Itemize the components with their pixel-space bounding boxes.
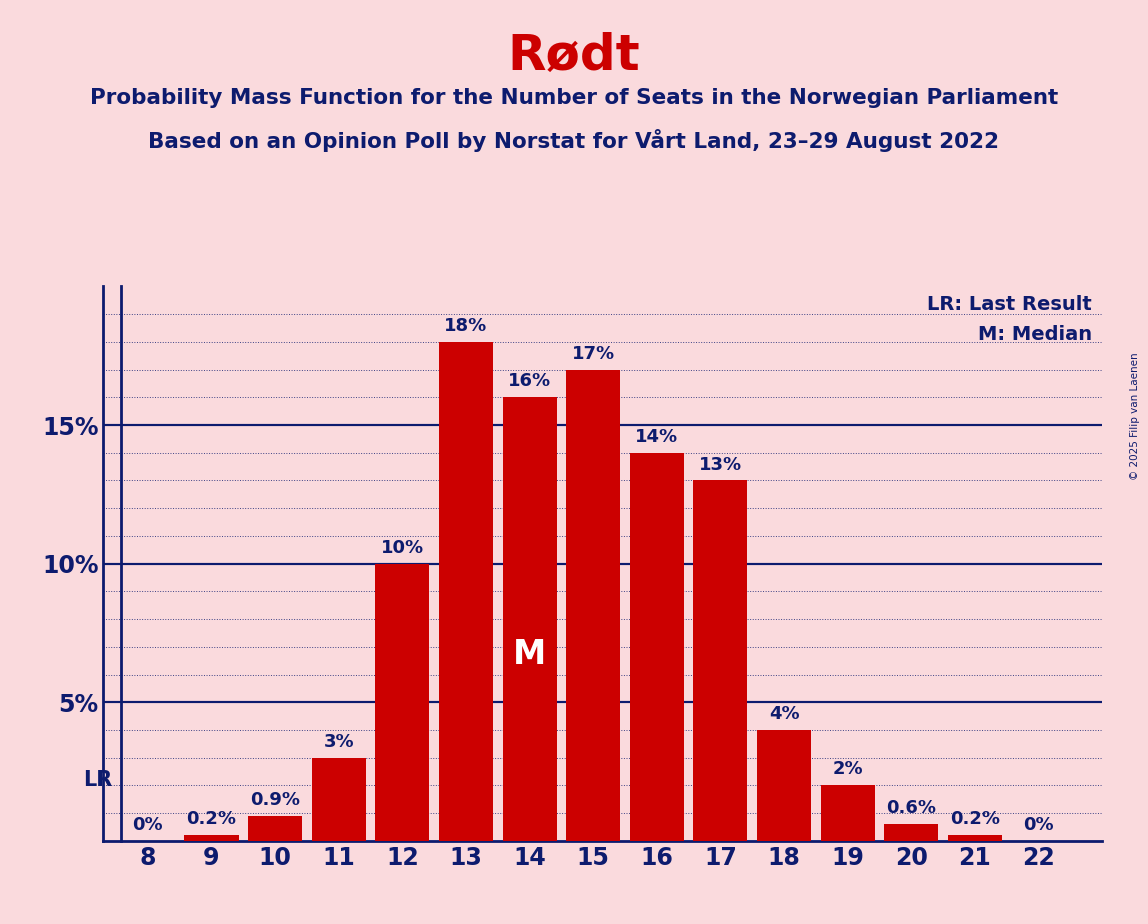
Text: 0.9%: 0.9%	[250, 791, 300, 809]
Bar	[630, 453, 684, 841]
Text: 0.2%: 0.2%	[186, 810, 236, 828]
Text: © 2025 Filip van Laenen: © 2025 Filip van Laenen	[1130, 352, 1140, 480]
Text: 0.2%: 0.2%	[949, 810, 1000, 828]
Bar	[439, 342, 492, 841]
Bar	[884, 824, 938, 841]
Text: 17%: 17%	[572, 345, 614, 363]
Text: 3%: 3%	[324, 733, 354, 750]
Text: Based on an Opinion Poll by Norstat for Vårt Land, 23–29 August 2022: Based on an Opinion Poll by Norstat for …	[148, 129, 1000, 152]
Bar	[693, 480, 747, 841]
Text: 4%: 4%	[769, 705, 799, 723]
Text: 14%: 14%	[635, 428, 678, 446]
Bar	[948, 835, 1002, 841]
Text: LR: Last Result: LR: Last Result	[928, 295, 1092, 314]
Text: 13%: 13%	[699, 456, 742, 474]
Text: 16%: 16%	[507, 372, 551, 390]
Bar	[311, 758, 366, 841]
Text: 0%: 0%	[132, 816, 163, 833]
Text: 0.6%: 0.6%	[886, 799, 937, 818]
Bar	[248, 816, 302, 841]
Bar	[503, 397, 557, 841]
Bar	[821, 785, 875, 841]
Text: 10%: 10%	[381, 539, 424, 556]
Text: 0%: 0%	[1023, 816, 1054, 833]
Text: 2%: 2%	[832, 760, 863, 778]
Text: 18%: 18%	[444, 317, 488, 335]
Bar	[566, 370, 620, 841]
Bar	[375, 564, 429, 841]
Bar	[757, 730, 810, 841]
Bar	[185, 835, 239, 841]
Text: Probability Mass Function for the Number of Seats in the Norwegian Parliament: Probability Mass Function for the Number…	[90, 88, 1058, 108]
Text: M: Median: M: Median	[978, 325, 1092, 345]
Text: Rødt: Rødt	[507, 32, 641, 80]
Text: LR: LR	[84, 770, 113, 790]
Text: M: M	[513, 638, 546, 671]
